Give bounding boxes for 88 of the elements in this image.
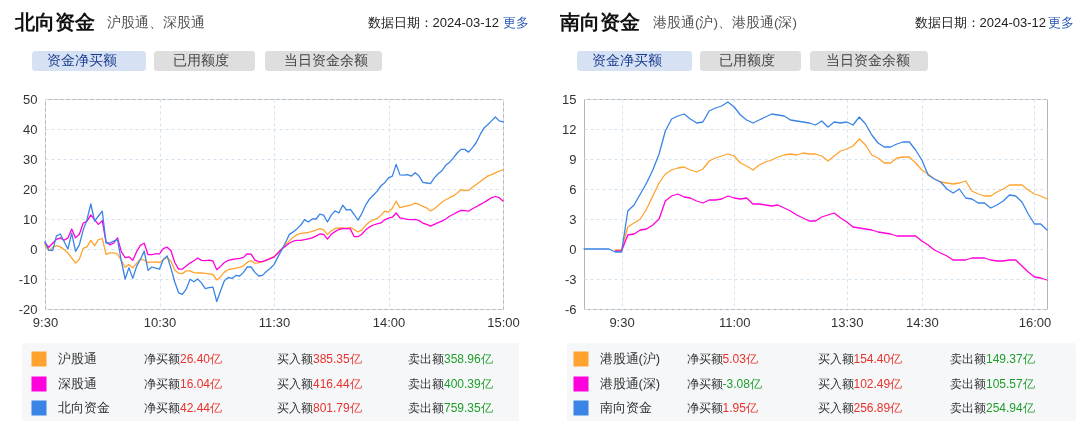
y-tick-label: -3 xyxy=(564,271,577,287)
text: 买入额 xyxy=(277,377,313,391)
text: 更多 xyxy=(503,15,529,30)
chart-subtitle: 港股通(沪)、港股通(深) xyxy=(653,15,797,30)
x-tick-label: 14:30 xyxy=(906,314,939,330)
text: 数据日期：2024-03-12 xyxy=(367,15,499,30)
x-tick-label: 11:00 xyxy=(718,314,751,330)
text: 254.94亿 xyxy=(986,401,1035,415)
y-tick-label: 40 xyxy=(23,121,38,137)
y-tick-label: 10 xyxy=(23,211,38,227)
text: 卖出额 xyxy=(950,401,986,415)
text: 105.57亿 xyxy=(986,377,1035,391)
text: 买入额 xyxy=(277,352,313,366)
y-tick-label: 9 xyxy=(569,151,577,167)
text: 更多 xyxy=(1048,15,1074,30)
text: 已用额度 xyxy=(173,52,229,68)
text: 149.37亿 xyxy=(986,352,1035,366)
legend-label: 南向资金 xyxy=(599,400,652,415)
text: 16.04亿 xyxy=(180,377,223,391)
legend-label: 沪股通 xyxy=(58,351,97,366)
text: 卖出额 xyxy=(950,352,986,366)
y-tick-label: 12 xyxy=(562,121,577,137)
text: 买入额 xyxy=(277,401,313,415)
y-tick-label: 6 xyxy=(569,181,577,197)
text: 净买额 xyxy=(144,401,180,415)
text: 358.96亿 xyxy=(444,352,493,366)
x-tick-label: 9:30 xyxy=(32,314,59,330)
text: 759.35亿 xyxy=(444,401,493,415)
text: 数据日期：2024-03-12 xyxy=(914,15,1046,30)
chart-subtitle: 沪股通、深股通 xyxy=(107,15,205,30)
text: 买入额 xyxy=(817,352,854,366)
text: 资金净买额 xyxy=(592,52,662,68)
x-tick-label: 10:30 xyxy=(143,314,177,330)
text: 净买额 xyxy=(686,401,723,415)
chart-title: 北向资金 xyxy=(14,11,95,33)
y-tick-label: 30 xyxy=(23,151,38,167)
text: 385.35亿 xyxy=(313,352,362,366)
text: 256.89亿 xyxy=(853,401,903,415)
x-tick-label: 11:30 xyxy=(258,314,291,330)
chart-title: 南向资金 xyxy=(559,11,640,33)
text: 净买额 xyxy=(686,352,723,366)
text: 卖出额 xyxy=(408,401,444,415)
y-tick-label: -20 xyxy=(18,301,38,317)
text: 当日资金余额 xyxy=(283,52,368,68)
legend-label: 港股通(沪) xyxy=(599,351,661,366)
text: 154.40亿 xyxy=(853,352,903,366)
text: 买入额 xyxy=(817,377,854,391)
line-series xyxy=(44,195,504,271)
text: -3.08亿 xyxy=(722,377,762,391)
text: 买入额 xyxy=(817,401,854,415)
text: 已用额度 xyxy=(718,52,775,68)
text: 801.79亿 xyxy=(313,401,362,415)
y-tick-label: 15 xyxy=(562,91,577,107)
x-tick-label: 15:00 xyxy=(487,314,520,330)
y-tick-label: 0 xyxy=(30,241,38,257)
line-series xyxy=(44,169,504,281)
x-tick-label: 9:30 xyxy=(609,314,635,330)
text: 净买额 xyxy=(144,352,180,366)
text: 卖出额 xyxy=(408,377,444,391)
text: 卖出额 xyxy=(950,377,986,391)
line-series xyxy=(583,101,1048,253)
y-tick-label: 0 xyxy=(569,241,577,257)
text: 42.44亿 xyxy=(180,401,223,415)
x-tick-label: 13:30 xyxy=(831,314,864,330)
legend-label: 港股通(深) xyxy=(599,376,661,391)
text: 400.39亿 xyxy=(444,377,493,391)
legend-label: 深股通 xyxy=(58,376,97,391)
text: 1.95亿 xyxy=(722,401,758,415)
text: 当日资金余额 xyxy=(825,52,910,68)
text: 5.03亿 xyxy=(722,352,758,366)
y-tick-label: -10 xyxy=(18,271,38,287)
text: 102.49亿 xyxy=(853,377,903,391)
y-tick-label: 3 xyxy=(569,211,577,227)
text: 26.40亿 xyxy=(180,352,223,366)
y-tick-label: -6 xyxy=(564,301,577,317)
legend-label: 北向资金 xyxy=(58,400,110,415)
text: 净买额 xyxy=(144,377,180,391)
line-series xyxy=(44,116,504,303)
line-series xyxy=(614,193,1048,281)
text: 416.44亿 xyxy=(313,377,362,391)
line-series xyxy=(614,138,1048,251)
x-tick-label: 16:00 xyxy=(1018,314,1052,330)
text: 净买额 xyxy=(686,377,723,391)
y-tick-label: 20 xyxy=(23,181,38,197)
x-tick-label: 14:00 xyxy=(372,314,406,330)
text: 资金净买额 xyxy=(47,52,117,68)
text: 卖出额 xyxy=(408,352,444,366)
y-tick-label: 50 xyxy=(23,91,38,107)
